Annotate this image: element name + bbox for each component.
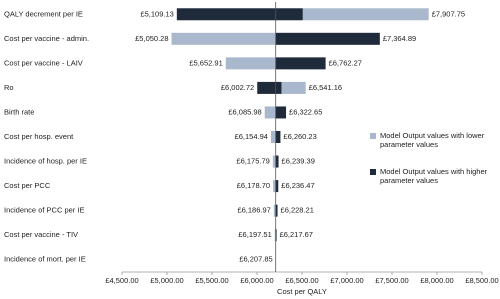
- category-label: Cost per vaccine - LAIV: [4, 58, 83, 67]
- x-tick-label: £4,500.00: [105, 276, 138, 285]
- bar: [270, 131, 276, 143]
- bar: [274, 229, 276, 242]
- bar: [225, 57, 276, 70]
- value-label: £7,364.89: [383, 34, 416, 43]
- x-tick-label: £8,500.00: [465, 276, 498, 285]
- x-tick-label: £6,500.00: [285, 276, 318, 285]
- value-label: £6,260.23: [283, 132, 316, 141]
- x-tick-label: £6,000.00: [240, 276, 273, 285]
- bar: [272, 155, 276, 168]
- bar: [275, 32, 380, 45]
- value-label: £6,217.67: [280, 230, 313, 239]
- value-label: £6,197.51: [238, 230, 271, 239]
- bar: [176, 8, 303, 21]
- value-label: £6,085.98: [228, 107, 261, 116]
- bar: [273, 204, 276, 217]
- value-label: £6,228.21: [281, 206, 314, 215]
- category-label: Ro: [4, 83, 14, 92]
- legend-label: Model Output values with higher paramete…: [380, 167, 488, 185]
- x-tick-label: £8,000.00: [420, 276, 453, 285]
- x-tick-label: £7,000.00: [330, 276, 363, 285]
- category-label: Incidence of mort. per IE: [4, 255, 86, 264]
- bar: [171, 32, 276, 45]
- legend-label: Model Output values with lower parameter…: [380, 131, 485, 149]
- value-label: £6,762.27: [329, 58, 362, 67]
- x-tick-label: £5,000.00: [150, 276, 183, 285]
- value-label: £6,154.94: [235, 132, 268, 141]
- bar: [275, 155, 279, 168]
- bar: [275, 180, 279, 193]
- bar: [275, 57, 326, 70]
- category-label: Cost per vaccine - TIV: [4, 230, 78, 239]
- bar: [264, 106, 276, 119]
- category-label: Cost per hosp. event: [4, 132, 74, 141]
- legend-swatch: [370, 169, 376, 175]
- bar: [275, 106, 287, 119]
- bar: [257, 81, 282, 94]
- legend-swatch: [370, 133, 376, 139]
- value-label: £6,239.39: [282, 157, 315, 166]
- category-label: Birth rate: [4, 107, 34, 116]
- value-label: £6,322.65: [289, 107, 322, 116]
- value-label: £6,186.97: [237, 206, 270, 215]
- category-label: Cost per vaccine - admin.: [4, 34, 89, 43]
- category-label: QALY decrement per IE: [4, 9, 83, 18]
- value-label: £5,050.28: [135, 34, 168, 43]
- category-label: Incidence of PCC per IE: [4, 206, 84, 215]
- value-label: £5,109.13: [140, 9, 173, 18]
- x-axis-label: Cost per QALY: [277, 287, 327, 296]
- bar: [275, 204, 278, 217]
- value-label: £6,207.85: [239, 255, 272, 264]
- bar: [273, 180, 276, 193]
- x-tick-label: £5,500.00: [195, 276, 228, 285]
- category-label: Cost per PCC: [4, 181, 51, 190]
- value-label: £7,907.75: [432, 9, 465, 18]
- bar: [281, 81, 306, 94]
- value-label: £6,175.79: [236, 157, 269, 166]
- bar: [302, 8, 429, 21]
- value-label: £6,178.70: [237, 181, 270, 190]
- x-tick-label: £7,500.00: [375, 276, 408, 285]
- bar: [275, 131, 281, 143]
- value-label: £6,002.72: [221, 83, 254, 92]
- value-label: £6,236.47: [281, 181, 314, 190]
- value-label: £6,541.16: [309, 83, 342, 92]
- value-label: £5,652.91: [189, 58, 222, 67]
- category-label: Incidence of hosp. per IE: [4, 157, 87, 166]
- bar: [275, 229, 277, 242]
